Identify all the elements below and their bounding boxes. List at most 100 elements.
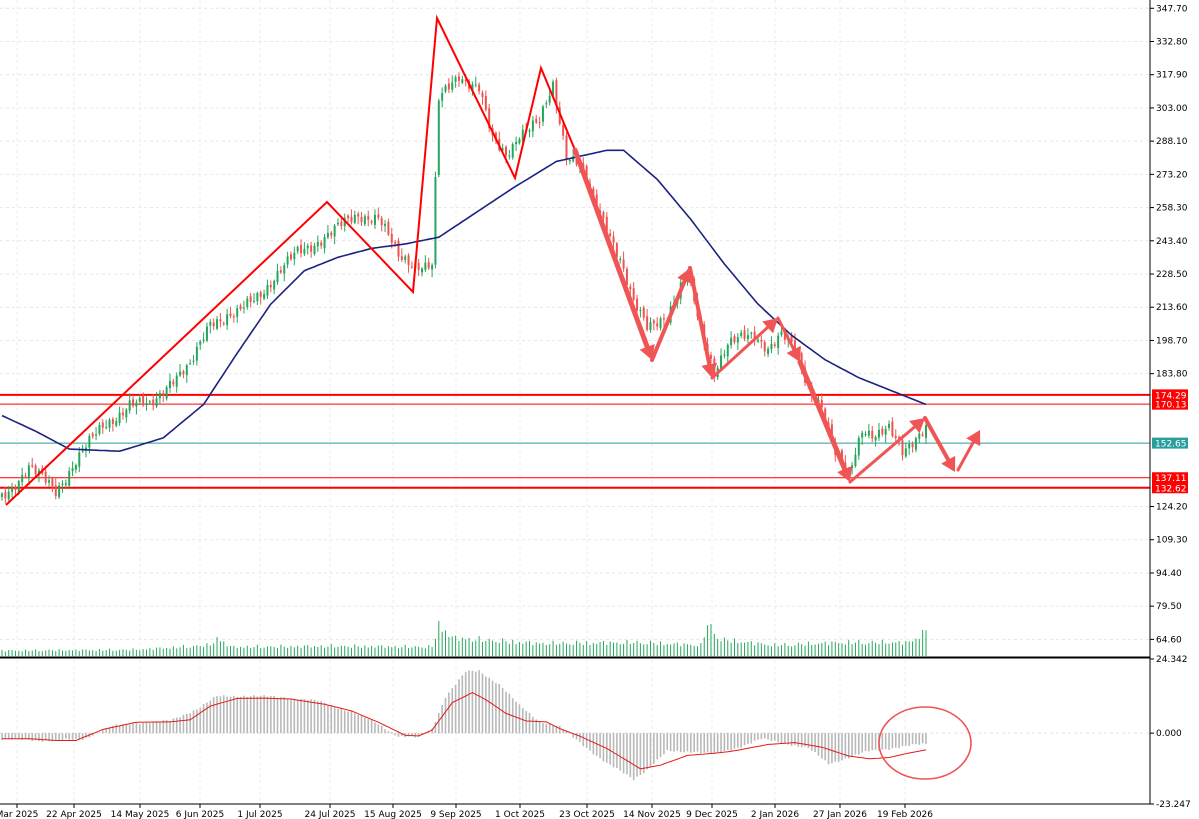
time-tick-label: 2 Jan 2026 — [751, 810, 799, 819]
candle-body — [347, 215, 350, 219]
candle-body — [609, 233, 612, 237]
candle-body — [222, 322, 225, 324]
arrow-shaft — [923, 416, 951, 462]
candle-body — [121, 412, 124, 416]
time-tick-label: 9 Sep 2025 — [430, 810, 481, 819]
candle-body — [457, 76, 460, 81]
candle-body — [874, 437, 877, 441]
candle-body — [276, 271, 279, 283]
candle-body — [888, 423, 891, 428]
candle-body — [330, 232, 333, 236]
candle-body — [101, 422, 104, 428]
price-tick-label: 198.70 — [1156, 336, 1188, 346]
candle-body — [7, 491, 10, 500]
level-price-tag — [1152, 472, 1188, 484]
candle-body — [266, 284, 269, 296]
candle-body — [891, 421, 894, 437]
price-tick-label: 258.30 — [1156, 204, 1188, 214]
candle-body — [619, 258, 622, 260]
level-price-tag — [1152, 437, 1188, 449]
candle-body — [555, 80, 558, 107]
candle-body — [709, 354, 712, 359]
candle-body — [444, 85, 447, 92]
candle-body — [81, 450, 84, 452]
arrow-head — [966, 430, 981, 447]
candle-body — [169, 380, 171, 388]
price-tick-label: 317.90 — [1156, 71, 1188, 81]
time-tick-label: 6 Jun 2025 — [176, 810, 224, 819]
time-tick-label: Mar 2025 — [0, 810, 38, 819]
candle-body — [615, 243, 618, 258]
candle-body — [656, 323, 659, 327]
arrow-shaft — [848, 425, 916, 484]
candle-body — [21, 475, 24, 483]
candle-body — [864, 434, 867, 436]
level-price-tag-label: 174.29 — [1155, 391, 1187, 401]
candle-body — [216, 319, 219, 329]
price-tick-label: 228.50 — [1156, 270, 1188, 280]
candle-body — [622, 259, 625, 269]
candle-body — [901, 440, 904, 456]
candle-body — [128, 400, 131, 411]
macd-tick-label: 0.000 — [1156, 729, 1182, 739]
candle-body — [548, 95, 551, 103]
arrow-shaft — [572, 147, 650, 350]
candle-body — [273, 281, 276, 290]
candle-body — [24, 475, 27, 477]
time-tick-label: 23 Oct 2025 — [559, 810, 615, 819]
candle-body — [592, 188, 595, 197]
price-axis: 347.70 332.80 317.90 303.00 288.10 273.20 258.… — [1150, 4, 1191, 810]
candle-body — [417, 262, 420, 271]
arrow-shaft — [776, 316, 796, 351]
candle-body — [881, 428, 884, 435]
candle-body — [320, 242, 323, 246]
candle-body — [148, 401, 151, 403]
candle-body — [54, 485, 57, 496]
candle-body — [478, 84, 481, 92]
candle-body — [326, 232, 329, 238]
time-tick-label: 14 Nov 2025 — [623, 810, 681, 819]
candle-body — [773, 344, 776, 346]
candle-body — [64, 483, 67, 485]
candle-body — [340, 221, 343, 227]
candle-body — [662, 318, 665, 320]
candle-body — [777, 335, 780, 348]
candle-body — [205, 326, 208, 341]
candle-body — [189, 363, 192, 365]
candle-body — [434, 177, 437, 265]
candle-body — [316, 241, 319, 247]
arrow-shaft — [688, 266, 712, 367]
candle-body — [11, 486, 14, 492]
candle-body — [541, 106, 544, 122]
candle-body — [337, 222, 339, 225]
candle-body — [286, 256, 289, 265]
candle-body — [162, 392, 165, 397]
candle-body — [565, 135, 568, 159]
candle-body — [488, 108, 491, 129]
candle-body — [229, 313, 232, 317]
time-tick-label: 1 Oct 2025 — [495, 810, 545, 819]
candle-body — [226, 314, 229, 326]
macd-signal-line — [2, 692, 927, 770]
candle-body — [921, 434, 924, 436]
candle-body — [242, 307, 245, 309]
candle-body — [71, 468, 74, 472]
highlight-ellipse — [878, 706, 972, 780]
candle-body — [300, 244, 303, 254]
candle-body — [360, 216, 363, 223]
candle-body — [293, 252, 296, 260]
candle-body — [34, 465, 37, 475]
candle-body — [283, 265, 286, 274]
chart-frame — [0, 0, 1151, 805]
candle-body — [397, 240, 400, 257]
candle-body — [259, 292, 262, 297]
moving-average-line — [1, 149, 927, 453]
candle-body — [145, 403, 148, 406]
candle-body — [649, 322, 652, 331]
candle-body — [763, 342, 766, 352]
candle-body — [871, 430, 874, 439]
time-tick-label: 19 Feb 2026 — [877, 810, 933, 819]
candle-body — [256, 293, 259, 302]
candle-body — [464, 79, 467, 81]
arrow-shaft — [710, 325, 770, 380]
